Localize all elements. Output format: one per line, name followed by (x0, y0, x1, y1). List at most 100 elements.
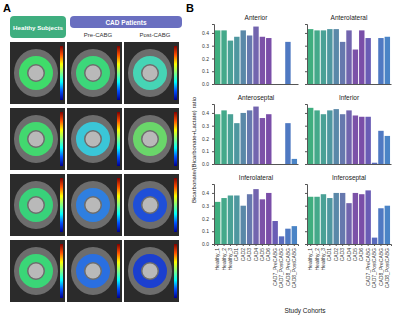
tissue (128, 181, 172, 229)
blood-pool (143, 264, 158, 279)
image-bg (67, 174, 122, 236)
myocardium-ring (137, 258, 163, 284)
tick-mark (305, 193, 307, 194)
tissue (128, 247, 172, 295)
y-tick (305, 164, 307, 165)
bar (260, 37, 265, 84)
image-bg (124, 42, 179, 104)
x-tick: CAD8_PostCABG (291, 244, 297, 288)
bars (215, 189, 297, 244)
tick-mark (256, 244, 257, 246)
x-tick-label: CAD6 (265, 248, 271, 262)
tissue (71, 115, 115, 163)
facet-title: Inferior (339, 94, 360, 101)
bar (353, 115, 358, 164)
x-tick: CAD7_PostCABG (278, 244, 284, 288)
bar (340, 42, 345, 84)
bar (247, 35, 252, 84)
bar (253, 107, 258, 164)
myocardium-ring (137, 192, 163, 218)
mri-image (10, 240, 65, 302)
group-label: Healthy Subjects (13, 24, 63, 31)
bar (359, 117, 364, 164)
bar (314, 30, 319, 84)
mri-image (10, 174, 65, 236)
mri-image (10, 42, 65, 104)
bar (241, 30, 246, 84)
x-tick: Healthy_2 (314, 244, 320, 271)
x-tick: CAD3 (339, 244, 345, 261)
mri-image (124, 42, 179, 104)
tick-mark (305, 206, 307, 207)
bar (321, 30, 326, 84)
panel-letter: A (3, 2, 11, 14)
x-tick: Healthy_2 (221, 244, 227, 271)
tissue (71, 247, 115, 295)
axis-line (212, 25, 215, 85)
mri-image (124, 174, 179, 236)
x-axis: Healthy_1Healthy_2Healthy_3CAD1CAD2CAD3C… (214, 244, 298, 288)
bar (241, 113, 246, 164)
tick-mark (212, 126, 214, 127)
y-tick (305, 33, 307, 34)
y-tick: 0.1 (202, 148, 214, 154)
tick-mark (305, 231, 307, 232)
tick-mark (212, 113, 214, 114)
x-tick-label: CAD7_PostCABG (278, 248, 284, 288)
myocardium-ring (23, 192, 49, 218)
y-tick-label: 0.4 (202, 110, 209, 116)
tick-mark (336, 244, 337, 246)
bar (385, 136, 390, 164)
x-tick-label: Healthy_2 (314, 248, 320, 271)
x-tick-label: CAD4 (253, 248, 259, 262)
bar (385, 206, 390, 244)
tick-mark (287, 244, 288, 246)
y-tick: 0.3 (202, 203, 214, 209)
blood-pool (143, 66, 158, 81)
blood-pool (29, 198, 44, 213)
image-bg (124, 108, 179, 170)
color-bar (60, 178, 63, 232)
x-tick-label: Healthy_1 (307, 248, 313, 271)
y-tick (305, 138, 307, 139)
facet-title: Anterolateral (331, 14, 368, 21)
bar (365, 117, 370, 164)
tick-mark (305, 33, 307, 34)
y-axis: 0.00.10.20.30.4 (202, 185, 214, 248)
bar (247, 110, 252, 164)
y-tick: 0.3 (202, 43, 214, 49)
y-tick (305, 58, 307, 59)
facet: Anterolateral (305, 14, 392, 85)
axis-line (308, 164, 392, 165)
y-tick-label: 0.3 (202, 43, 209, 49)
bar (359, 194, 364, 244)
tick-mark (305, 151, 307, 152)
bar (285, 229, 290, 244)
x-tick: CAD5 (259, 244, 265, 261)
tick-mark (374, 244, 375, 246)
group-label: CAD Patients (105, 19, 147, 26)
mri-image (124, 240, 179, 302)
bar (340, 114, 345, 164)
facet-title: Anteroseptal (238, 94, 275, 102)
x-tick: Healthy_1 (307, 244, 313, 271)
bar (321, 114, 326, 164)
y-tick-label: 0.2 (202, 216, 209, 222)
bar (340, 193, 345, 244)
axis-line (305, 185, 308, 245)
tissue (128, 115, 172, 163)
y-tick-label: 0.1 (202, 228, 209, 234)
color-bar (174, 112, 177, 166)
bar (266, 193, 271, 244)
x-tick-label: CAD7_PreCABG (272, 248, 278, 286)
bar (292, 226, 297, 244)
x-tick-label: CAD5 (259, 248, 265, 262)
blood-pool (86, 66, 101, 81)
y-tick-label: 0.3 (202, 123, 209, 129)
y-tick-label: 0.2 (202, 56, 209, 62)
bar (272, 221, 277, 244)
tick-mark (224, 244, 225, 246)
tick-mark (249, 244, 250, 246)
bar (253, 189, 258, 244)
myocardium-ring (23, 258, 49, 284)
